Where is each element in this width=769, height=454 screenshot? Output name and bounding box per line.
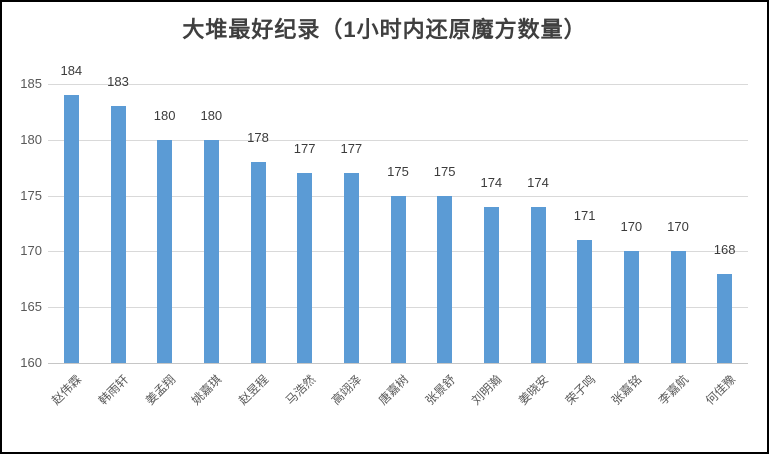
bar-value-label: 174 [480,174,503,190]
x-axis: 赵伟霖 韩雨轩 姜孟翔 姚嘉琪 赵昱程 马浩然 高翊泽 唐嘉树 张景舒 刘明瀚 姜晓安 荣子鸣 张嘉铭李… [48,363,748,452]
bar-value-label: 171 [573,208,596,224]
bar-value-label: 178 [247,130,269,146]
y-tick-label: 165 [20,299,42,315]
bar [483,206,499,363]
x-category-label: 唐嘉树 [375,372,412,408]
bar-value-label: 183 [107,74,129,90]
bar-value-label: 180 [200,107,223,123]
bar [390,195,406,363]
x-category-label: 荣子鸣 [562,372,598,408]
bar [530,206,546,363]
bar-value-label: 175 [433,163,456,179]
bar [343,173,359,363]
bar-value-label: 170 [667,219,689,235]
x-category-label: 李嘉航 [655,372,692,408]
y-tick-label: 160 [20,355,42,370]
y-tick-label: 180 [20,131,42,147]
x-category-label: 何佳豫 [702,372,738,408]
bar [157,139,173,363]
bar-value-label: 168 [713,241,736,257]
x-category-label: 姚嘉琪 [189,372,225,408]
gridline [48,363,748,364]
x-category-label: 韩雨轩 [95,372,132,408]
y-tick-label: 170 [20,243,42,259]
x-category-label: 赵昱程 [235,372,272,408]
bar [297,173,313,363]
bar [717,273,733,363]
bar-value-label: 174 [527,174,549,190]
y-tick-label: 185 [20,76,42,91]
x-category-label: 张嘉铭 [609,372,645,408]
x-category-label: 马浩然 [282,372,318,408]
bar-value-label: 177 [340,141,363,157]
bar-value-label: 177 [293,141,316,157]
bar [63,95,79,363]
x-category-label: 姜孟翔 [142,372,178,408]
bar [203,139,219,363]
y-axis: 160 165 170 175 180 185 [2,2,42,452]
y-tick-label: 175 [20,187,42,203]
x-category-label: 刘明瀚 [469,372,505,408]
x-category-label: 高翊泽 [329,372,365,408]
gridline [48,84,748,85]
bar [577,240,593,363]
bar [110,106,126,363]
x-category-label: 赵伟霖 [49,372,85,408]
bar-value-label: 180 [153,107,176,123]
bar-value-label: 170 [620,219,643,235]
bar [670,251,686,363]
bar-value-label: 175 [387,163,409,179]
x-category-label: 姜晓安 [515,372,552,408]
bar [623,251,639,363]
bar [250,162,266,363]
gridline [48,139,748,141]
bar [437,195,453,363]
x-category-label: 张景舒 [422,372,458,408]
bar-value-label: 184 [60,63,83,79]
plot-area: 184 183 180 180 178 177 177 175 175 174 174 171 170 1… [48,64,748,364]
chart-title: 大堆最好纪录（1小时内还原魔方数量） [182,17,587,42]
